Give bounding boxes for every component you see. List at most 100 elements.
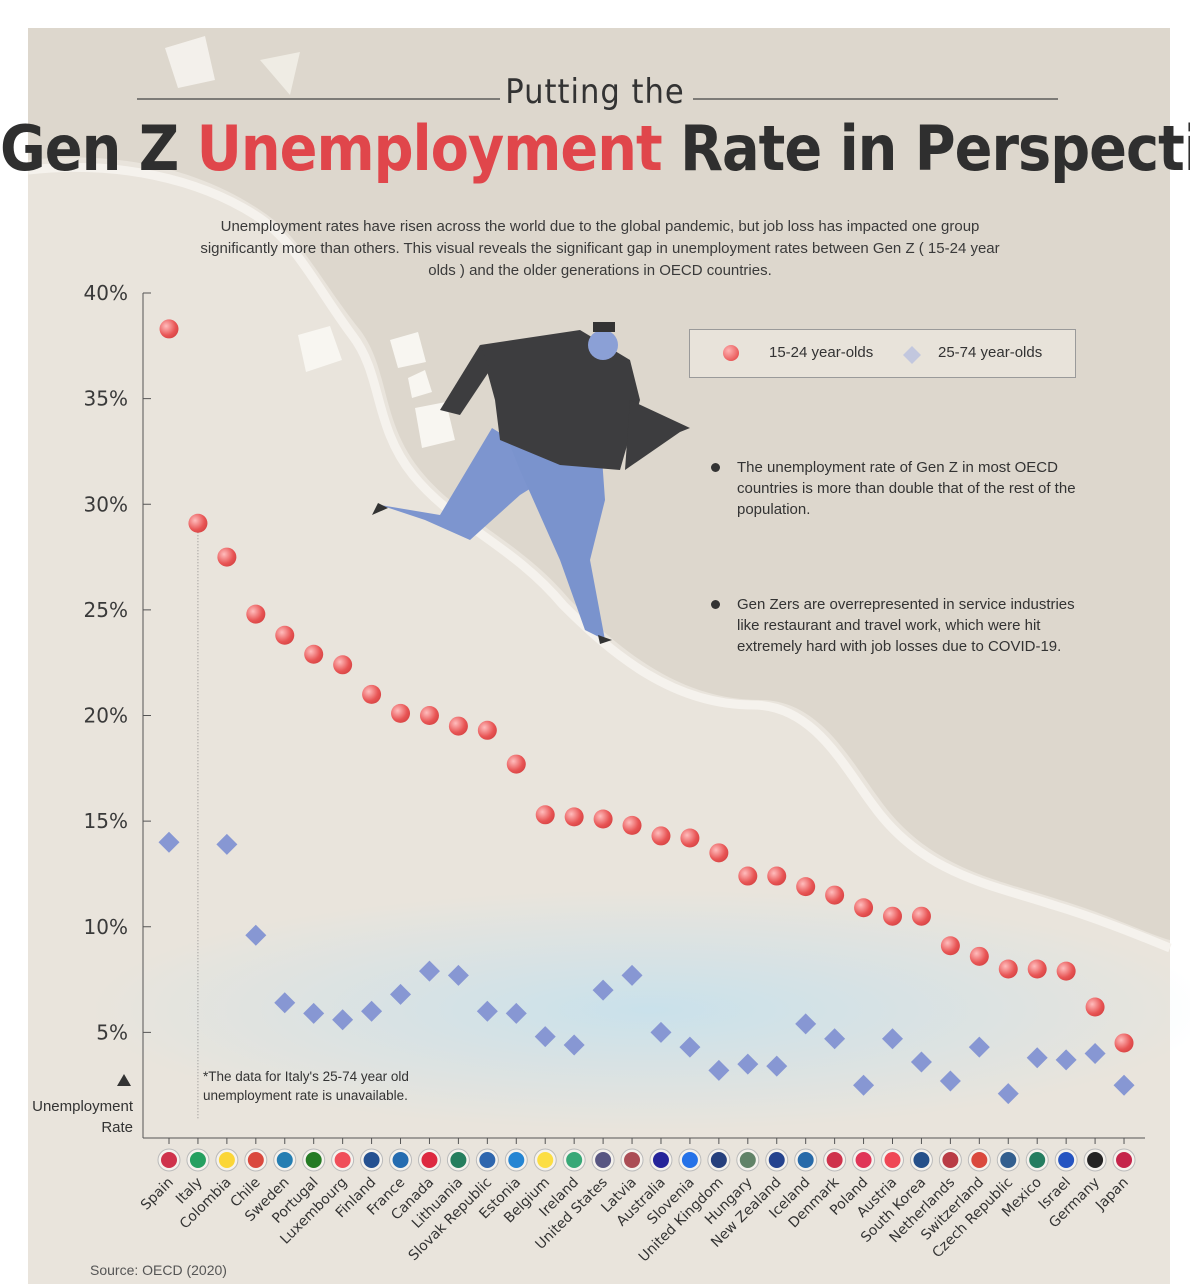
legend-genz-dot-icon bbox=[723, 345, 739, 361]
country-flag-fill bbox=[826, 1152, 843, 1168]
country-flag-fill bbox=[797, 1152, 814, 1168]
bullet-icon bbox=[711, 600, 720, 609]
genz-point bbox=[969, 946, 989, 966]
older-point bbox=[332, 1009, 354, 1031]
older-point bbox=[245, 924, 267, 946]
country-flag-fill bbox=[652, 1152, 669, 1168]
country-flag-fill bbox=[189, 1152, 206, 1168]
country-flag-fill bbox=[508, 1152, 525, 1168]
country-flag-fill bbox=[247, 1152, 264, 1168]
older-point bbox=[447, 964, 469, 986]
y-tick-label: 5% bbox=[96, 1020, 128, 1044]
y-tick-label: 15% bbox=[84, 809, 128, 833]
genz-point bbox=[854, 898, 874, 918]
genz-point bbox=[188, 513, 208, 533]
older-point bbox=[1084, 1043, 1106, 1064]
country-flag-fill bbox=[537, 1152, 554, 1168]
older-point bbox=[274, 992, 296, 1014]
x-tick-label: Spain bbox=[138, 1175, 177, 1214]
genz-point bbox=[448, 716, 468, 736]
genz-point bbox=[304, 644, 324, 664]
older-point bbox=[910, 1051, 932, 1073]
country-flag-fill bbox=[421, 1152, 438, 1168]
note-1: The unemployment rate of Gen Z in most O… bbox=[711, 457, 1082, 520]
genz-point bbox=[1027, 959, 1047, 979]
genz-point bbox=[391, 703, 411, 723]
older-point bbox=[216, 833, 238, 855]
older-point bbox=[939, 1070, 961, 1092]
legend: 15-24 year-olds 25-74 year-olds bbox=[689, 329, 1076, 378]
title-highlight: Unemployment bbox=[196, 112, 663, 185]
y-tick-label: 30% bbox=[84, 492, 128, 516]
older-point bbox=[1055, 1049, 1077, 1071]
genz-point bbox=[593, 809, 613, 829]
older-point bbox=[708, 1059, 730, 1081]
country-flag-fill bbox=[1087, 1152, 1104, 1168]
genz-point bbox=[883, 906, 902, 926]
older-point bbox=[737, 1053, 759, 1075]
genz-point bbox=[911, 906, 931, 926]
title-pre: Gen Z bbox=[0, 112, 179, 185]
country-flag-fill bbox=[855, 1152, 872, 1168]
older-point bbox=[621, 964, 643, 986]
older-point bbox=[795, 1013, 817, 1035]
older-point bbox=[158, 831, 180, 853]
footnote: *The data for Italy's 25-74 year old une… bbox=[203, 1069, 409, 1103]
genz-point bbox=[767, 866, 787, 886]
older-point bbox=[968, 1036, 990, 1058]
note-1-text: The unemployment rate of Gen Z in most O… bbox=[737, 459, 1076, 518]
older-point bbox=[650, 1021, 672, 1043]
country-flag-fill bbox=[624, 1152, 641, 1168]
country-flag-fill bbox=[1116, 1152, 1133, 1168]
country-flag-fill bbox=[710, 1152, 727, 1168]
country-flag-fill bbox=[971, 1152, 988, 1168]
country-flag-fill bbox=[276, 1152, 293, 1168]
genz-point bbox=[246, 604, 266, 624]
bullet-icon bbox=[711, 463, 720, 472]
genz-point bbox=[275, 625, 295, 645]
older-point bbox=[418, 960, 440, 982]
legend-genz-label: 15-24 year-olds bbox=[769, 344, 874, 361]
genz-point bbox=[1114, 1033, 1134, 1053]
older-point bbox=[534, 1026, 556, 1048]
title-post: Rate in Perspective bbox=[680, 112, 1190, 185]
page-title: Gen Z Unemployment Rate in Perspective bbox=[0, 112, 1190, 185]
country-flag-fill bbox=[1029, 1152, 1046, 1168]
older-point bbox=[505, 1002, 527, 1024]
genz-point bbox=[709, 843, 729, 863]
genz-point bbox=[159, 319, 179, 339]
older-point bbox=[592, 979, 614, 1001]
y-tick-label: 25% bbox=[84, 598, 128, 622]
genz-point bbox=[477, 720, 497, 740]
runner-illustration bbox=[372, 322, 690, 644]
source: Source: OECD (2020) bbox=[90, 1262, 227, 1278]
older-point bbox=[303, 1002, 325, 1024]
country-flag-fill bbox=[334, 1152, 351, 1168]
country-flag-fill bbox=[913, 1152, 930, 1168]
genz-point bbox=[333, 655, 353, 675]
x-tick-label: Japan bbox=[1092, 1175, 1132, 1215]
older-point bbox=[390, 983, 412, 1005]
country-flag-fill bbox=[884, 1152, 901, 1168]
genz-point bbox=[651, 826, 671, 846]
genz-point bbox=[940, 936, 960, 956]
country-flag-fill bbox=[1058, 1152, 1075, 1168]
country-flag-fill bbox=[450, 1152, 467, 1168]
genz-point bbox=[796, 877, 816, 897]
country-flag-fill bbox=[161, 1152, 177, 1168]
genz-point bbox=[1056, 961, 1076, 981]
older-point bbox=[563, 1034, 585, 1056]
older-point bbox=[1113, 1074, 1135, 1096]
genz-point bbox=[535, 805, 555, 825]
older-point bbox=[361, 1000, 383, 1022]
genz-point bbox=[998, 959, 1018, 979]
country-flag-fill bbox=[305, 1152, 322, 1168]
genz-point bbox=[564, 807, 584, 827]
genz-point bbox=[1085, 997, 1105, 1017]
y-tick-label: 10% bbox=[84, 915, 128, 939]
genz-point bbox=[217, 547, 237, 567]
older-point bbox=[476, 1000, 498, 1022]
